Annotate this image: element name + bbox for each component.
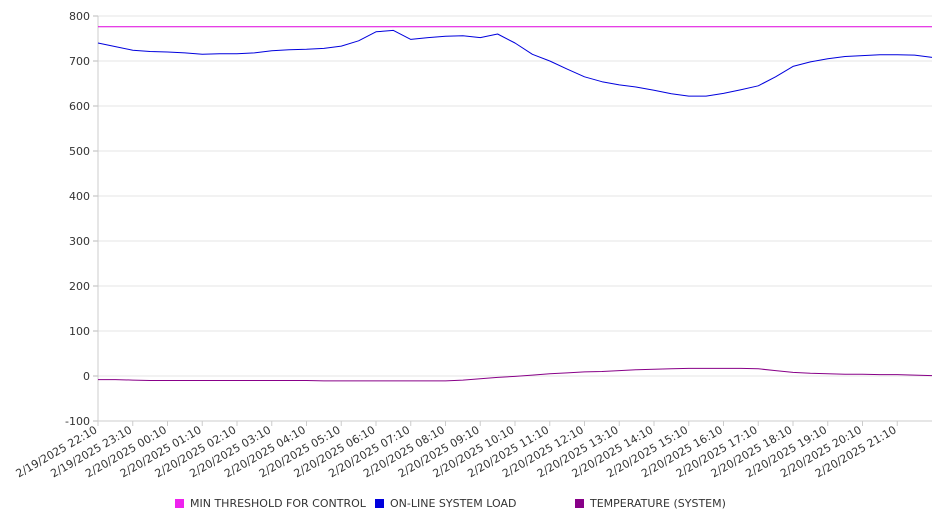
y-tick-label: 0: [83, 370, 90, 383]
legend-swatch-system-load: [375, 499, 384, 508]
legend-item-min-threshold[interactable]: MIN THRESHOLD FOR CONTROL: [175, 497, 366, 510]
legend-label-min-threshold: MIN THRESHOLD FOR CONTROL: [190, 497, 366, 510]
y-tick-label: 600: [69, 100, 90, 113]
series-line-on-line-system-load: [97, 29, 933, 97]
y-axis: -100 0 100 200 300 400 500 600 700 800: [65, 10, 99, 428]
legend-label-system-load: ON-LINE SYSTEM LOAD: [390, 497, 517, 510]
legend-item-temperature[interactable]: TEMPERATURE (SYSTEM): [575, 497, 726, 510]
y-tick-label: -100: [65, 415, 90, 428]
y-tick-label: 200: [69, 280, 90, 293]
y-tick-label: 300: [69, 235, 90, 248]
y-tick-label: 100: [69, 325, 90, 338]
y-tick-label: 800: [69, 10, 90, 23]
y-tick-label: 400: [69, 190, 90, 203]
y-tick-label: 500: [69, 145, 90, 158]
series-layer: [97, 26, 933, 382]
y-tick-label: 700: [69, 55, 90, 68]
legend: MIN THRESHOLD FOR CONTROL ON-LINE SYSTEM…: [0, 497, 946, 515]
legend-swatch-temperature: [575, 499, 584, 508]
x-axis: 2/19/2025 22:102/19/2025 23:102/20/2025 …: [14, 420, 932, 480]
legend-item-system-load[interactable]: ON-LINE SYSTEM LOAD: [375, 497, 516, 510]
gridlines: [98, 15, 932, 422]
legend-label-temperature: TEMPERATURE (SYSTEM): [590, 497, 726, 510]
series-line-temperature-system: [98, 367, 933, 382]
legend-swatch-min-threshold: [175, 499, 184, 508]
